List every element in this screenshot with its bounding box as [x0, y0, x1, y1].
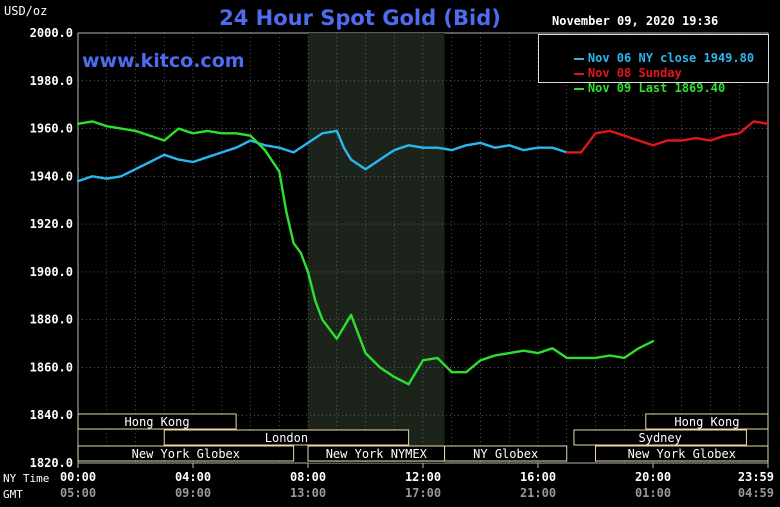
- y-tick-label: 1840.0: [30, 408, 73, 422]
- y-tick-label: 1960.0: [30, 122, 73, 136]
- session-label: London: [265, 431, 308, 445]
- session-label: New York NYMEX: [326, 447, 428, 461]
- legend-label: Nov 06 NY close 1949.80: [587, 51, 755, 65]
- series-line: [76, 120, 655, 386]
- y-tick-label: 1920.0: [30, 217, 73, 231]
- timestamp: November 09, 2020 19:36: [552, 14, 719, 28]
- legend-entry: Nov 06 NY close 1949.80: [545, 37, 754, 79]
- session-bar: [645, 413, 769, 430]
- x-tick-label-gmt: 01:00: [635, 486, 671, 500]
- legend-swatch: [573, 72, 584, 75]
- session-label: New York Globex: [132, 447, 240, 461]
- x-tick-label-gmt: 04:59: [738, 486, 774, 500]
- legend-label: Nov 09 Last 1869.40: [587, 81, 726, 95]
- ny-time-label: NY Time: [3, 472, 50, 485]
- session-bar: [595, 445, 769, 462]
- y-tick-label: 1980.0: [30, 74, 73, 88]
- shaded-session: [308, 33, 445, 463]
- y-tick-label: 2000.0: [30, 26, 73, 40]
- y-tick-label: 1820.0: [30, 456, 73, 470]
- session-bar: [573, 429, 747, 446]
- x-tick-label-gmt: 21:00: [520, 486, 556, 500]
- legend-swatch: [573, 87, 584, 90]
- series-line: [565, 120, 770, 154]
- legend: Nov 06 NY close 1949.80 Nov 08 Sunday No…: [538, 34, 769, 95]
- session-label: Hong Kong: [125, 415, 190, 429]
- legend-entry: Nov 08 Sunday: [545, 52, 682, 94]
- gmt-label: GMT: [3, 488, 23, 501]
- x-tick-label-ny: 20:00: [635, 470, 671, 484]
- session-label: Hong Kong: [674, 415, 739, 429]
- y-tick-label: 1900.0: [30, 265, 73, 279]
- y-tick-label: 1880.0: [30, 313, 73, 327]
- chart-title: 24 Hour Spot Gold (Bid): [219, 6, 501, 30]
- legend-label: Nov 08 Sunday: [587, 66, 682, 80]
- y-tick-label: 1940.0: [30, 169, 73, 183]
- legend-swatch: [573, 57, 584, 60]
- x-tick-label-ny: 04:00: [175, 470, 211, 484]
- series-line: [76, 129, 568, 183]
- session-bar: [77, 413, 237, 430]
- session-bar: [77, 445, 295, 462]
- x-tick-label-gmt: 17:00: [405, 486, 441, 500]
- unit-label: USD/oz: [4, 4, 48, 18]
- x-tick-label-ny: 12:00: [405, 470, 441, 484]
- x-tick-label-gmt: 05:00: [60, 486, 96, 500]
- y-tick-label: 1860.0: [30, 360, 73, 374]
- session-label: NY Globex: [473, 447, 538, 461]
- x-tick-label-gmt: 13:00: [290, 486, 326, 500]
- session-bar: [163, 429, 410, 446]
- session-label: New York Globex: [628, 447, 736, 461]
- x-tick-label-gmt: 09:00: [175, 486, 211, 500]
- session-label: Sydney: [639, 431, 682, 445]
- x-tick-label-ny: 16:00: [520, 470, 556, 484]
- session-bar: [444, 445, 568, 462]
- x-tick-label-ny: 23:59: [738, 470, 774, 484]
- legend-entry: Nov 09 Last 1869.40: [545, 67, 725, 109]
- x-tick-label-ny: 00:00: [60, 470, 96, 484]
- watermark-text: www.kitco.com: [82, 50, 245, 72]
- x-tick-label-ny: 08:00: [290, 470, 326, 484]
